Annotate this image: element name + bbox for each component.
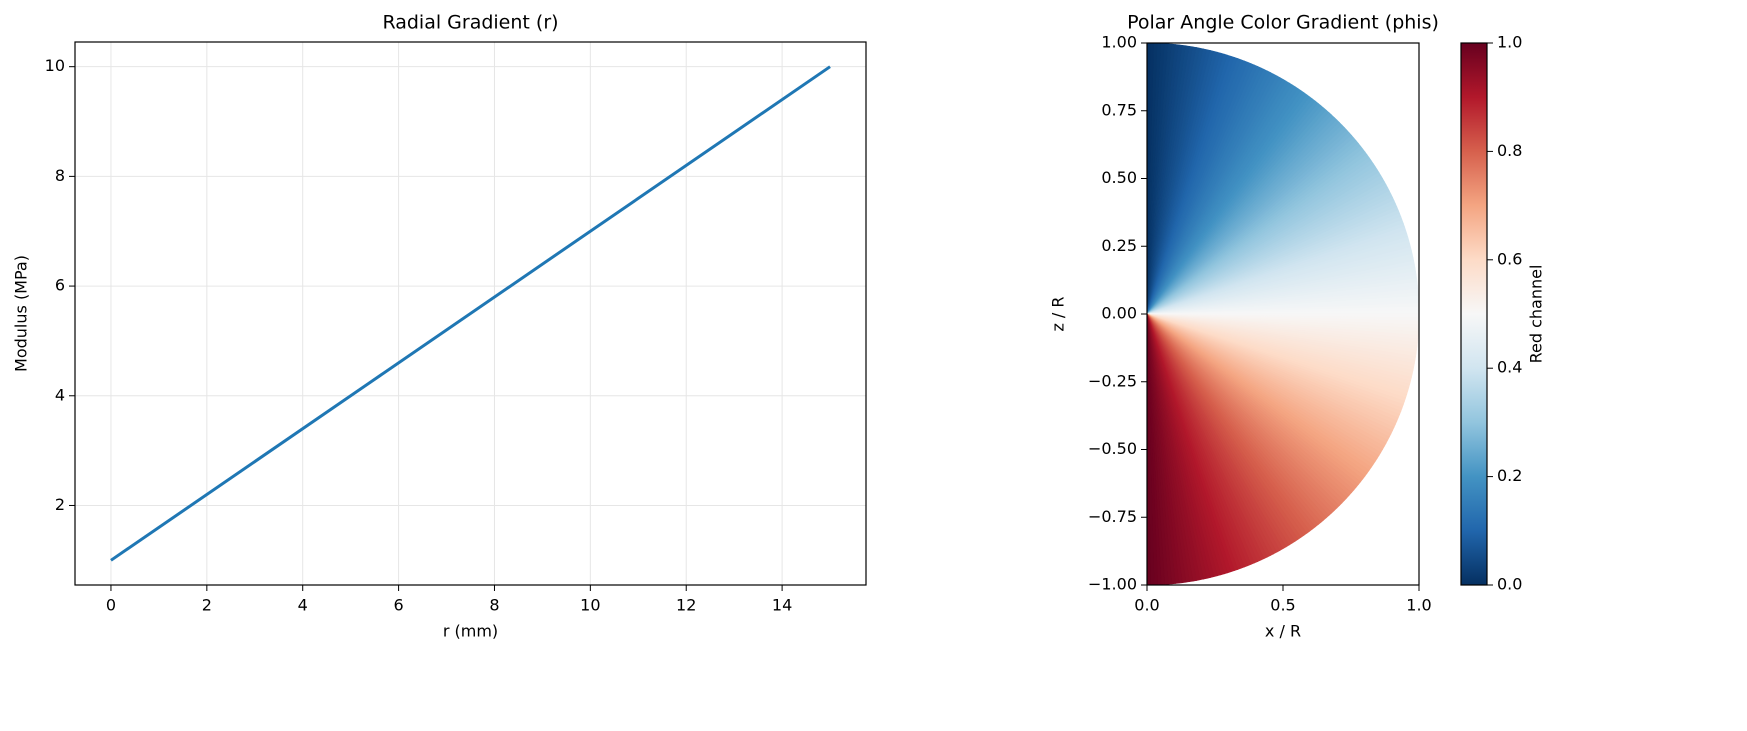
plot-frame <box>1146 42 1420 586</box>
x-tick-label: 0.5 <box>1270 596 1295 615</box>
chart-title: Radial Gradient (r) <box>382 12 558 34</box>
colorbar <box>1460 42 1488 586</box>
y-tick-label: 0.25 <box>1101 236 1137 255</box>
y-tick-label: 0.00 <box>1101 304 1137 323</box>
colorbar-tick-label: 0.2 <box>1497 466 1522 485</box>
y-axis-label: Modulus (MPa) <box>12 255 31 372</box>
colorbar-tick-label: 0.6 <box>1497 249 1522 268</box>
x-tick-label: 0 <box>106 596 116 615</box>
x-tick-label: 10 <box>580 596 600 615</box>
x-tick-label: 14 <box>772 596 792 615</box>
chart-title: Polar Angle Color Gradient (phis) <box>1127 12 1439 34</box>
colorbar-label: Red channel <box>1527 265 1546 364</box>
x-tick-label: 0.0 <box>1134 596 1159 615</box>
y-tick-label: 2 <box>55 495 65 514</box>
colorbar-tick-label: 1.0 <box>1497 33 1522 52</box>
x-tick-label: 4 <box>298 596 308 615</box>
y-tick-label: 4 <box>55 385 65 404</box>
x-axis-label: x / R <box>1265 622 1301 641</box>
colorbar-tick-label: 0.8 <box>1497 141 1522 160</box>
y-tick-label: 0.50 <box>1101 168 1137 187</box>
x-tick-label: 2 <box>202 596 212 615</box>
x-tick-label: 6 <box>393 596 403 615</box>
half-disk <box>1146 42 1420 586</box>
x-tick-label: 1.0 <box>1406 596 1431 615</box>
plot-frame <box>74 41 867 586</box>
y-tick-label: −1.00 <box>1088 575 1137 594</box>
y-tick-label: −0.25 <box>1088 371 1137 390</box>
colorbar-tick-label: 0.4 <box>1497 358 1522 377</box>
y-tick-label: −0.50 <box>1088 439 1137 458</box>
y-tick-label: −0.75 <box>1088 507 1137 526</box>
y-tick-label: 8 <box>55 166 65 185</box>
line <box>110 65 831 562</box>
y-tick-label: 6 <box>55 276 65 295</box>
x-tick-label: 8 <box>489 596 499 615</box>
y-tick-label: 0.75 <box>1101 100 1137 119</box>
x-tick-label: 12 <box>676 596 696 615</box>
y-tick-label: 1.00 <box>1101 33 1137 52</box>
y-axis-label: z / R <box>1049 296 1068 331</box>
colorbar-tick-label: 0.0 <box>1497 575 1522 594</box>
x-axis-label: r (mm) <box>443 622 498 641</box>
y-tick-label: 10 <box>45 56 65 75</box>
